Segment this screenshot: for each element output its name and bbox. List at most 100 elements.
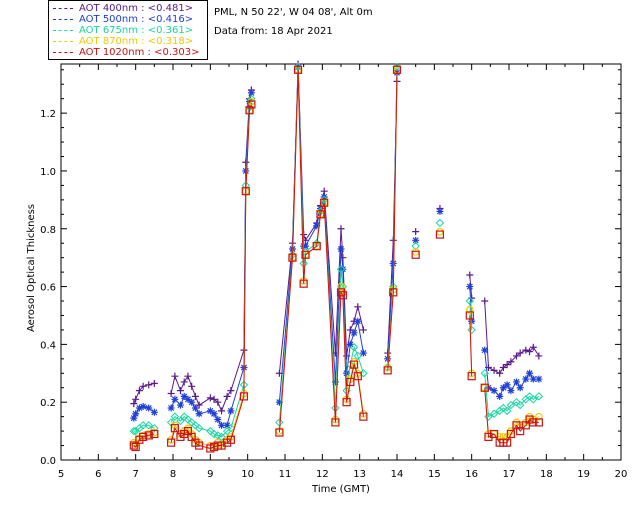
data-point (195, 401, 203, 409)
data-point (529, 375, 537, 383)
data-point (338, 282, 348, 291)
data-point (346, 377, 355, 387)
data-point (180, 392, 188, 400)
data-point (316, 210, 325, 219)
legend-label-400: AOT 400nm : <0.481> (79, 3, 194, 14)
series-line (387, 69, 398, 371)
data-point (247, 100, 256, 109)
data-point (206, 426, 215, 436)
data-point (130, 414, 138, 422)
data-point (218, 421, 226, 429)
data-point (350, 329, 358, 337)
data-point (336, 265, 346, 274)
y-tick-label: 1.0 (40, 167, 56, 178)
legend-label-500: AOT 500nm : <0.416> (79, 14, 194, 25)
y-tick-label: 0.4 (40, 340, 56, 351)
data-point (241, 187, 250, 196)
data-point (242, 167, 250, 175)
data-point (535, 412, 543, 421)
legend-label-870: AOT 870nm : <0.318> (79, 36, 194, 47)
data-point (481, 346, 489, 354)
data-point (191, 421, 200, 430)
data-point (516, 349, 524, 357)
data-point (529, 418, 538, 427)
x-tick-label: 6 (95, 469, 101, 480)
data-point (516, 426, 525, 436)
data-point (502, 406, 512, 416)
data-point (293, 65, 303, 74)
series-line (278, 66, 364, 403)
data-point (188, 398, 196, 406)
data-point (226, 435, 235, 444)
legend-item: AOT 870nm : <0.318> (49, 36, 207, 47)
legend-swatch-400 (53, 8, 73, 9)
data-point (525, 392, 534, 401)
data-point (170, 412, 180, 421)
data-point (465, 305, 474, 314)
tick-labels: 5 6 7 8 9 10 11 12 13 14 15 16 17 18 19 20 0.0 0.2 0.4 0.6 0… (40, 109, 627, 480)
data-point (512, 352, 520, 360)
data-point (170, 424, 179, 433)
location-text: PML, N 50 22', W 04 08', Alt 0m (214, 7, 373, 18)
data-point (167, 390, 175, 398)
data-point (184, 395, 192, 403)
legend-label-1020: AOT 1020nm : <0.303> (79, 47, 200, 58)
data-point (522, 346, 530, 354)
data-point (245, 106, 254, 115)
data-point (490, 387, 498, 395)
data-point (176, 401, 184, 409)
data-point (214, 398, 222, 406)
data-point (467, 325, 476, 335)
data-point (392, 65, 402, 74)
data-point (412, 228, 420, 236)
x-tick-label: 12 (316, 469, 329, 480)
data-point (481, 297, 489, 305)
data-point (503, 361, 511, 369)
x-tick-label: 15 (428, 469, 441, 480)
data-point (489, 409, 499, 418)
x-tick-label: 9 (207, 469, 213, 480)
data-point (167, 404, 175, 412)
data-point (342, 398, 351, 407)
data-point (145, 404, 153, 412)
data-point (176, 387, 184, 395)
data-point (468, 317, 476, 325)
x-tick-label: 20 (615, 469, 628, 480)
data-point (176, 416, 185, 426)
x-tick-label: 8 (170, 469, 176, 480)
y-tick-label: 0.6 (40, 283, 56, 294)
data-point (359, 349, 367, 357)
data-point (535, 375, 543, 383)
series-line (170, 98, 252, 438)
data-point (129, 426, 139, 436)
data-point (480, 369, 489, 378)
series-line (484, 300, 540, 374)
data-point (503, 438, 512, 447)
data-point (132, 395, 140, 403)
data-point (412, 236, 420, 244)
series-line (278, 69, 364, 433)
y-tick-label: 1.2 (40, 109, 56, 120)
data-point (499, 384, 507, 392)
data-point (150, 379, 158, 387)
data-point (247, 89, 255, 97)
data-point (496, 392, 504, 400)
data-point (135, 387, 143, 395)
data-point (206, 394, 214, 402)
legend-item: AOT 1020nm : <0.303> (49, 47, 207, 58)
y-tick-label: 0.0 (40, 456, 56, 467)
data-point (167, 438, 176, 447)
data-point (534, 392, 544, 401)
data-point (466, 283, 474, 291)
data-point (320, 198, 329, 207)
data-point (336, 288, 346, 297)
data-point (467, 372, 476, 381)
data-point (484, 432, 493, 441)
data-point (353, 372, 362, 381)
series-line (469, 300, 473, 330)
data-point (354, 303, 362, 311)
series-line (484, 373, 540, 418)
data-point (246, 98, 254, 106)
x-tick-label: 11 (279, 469, 292, 480)
